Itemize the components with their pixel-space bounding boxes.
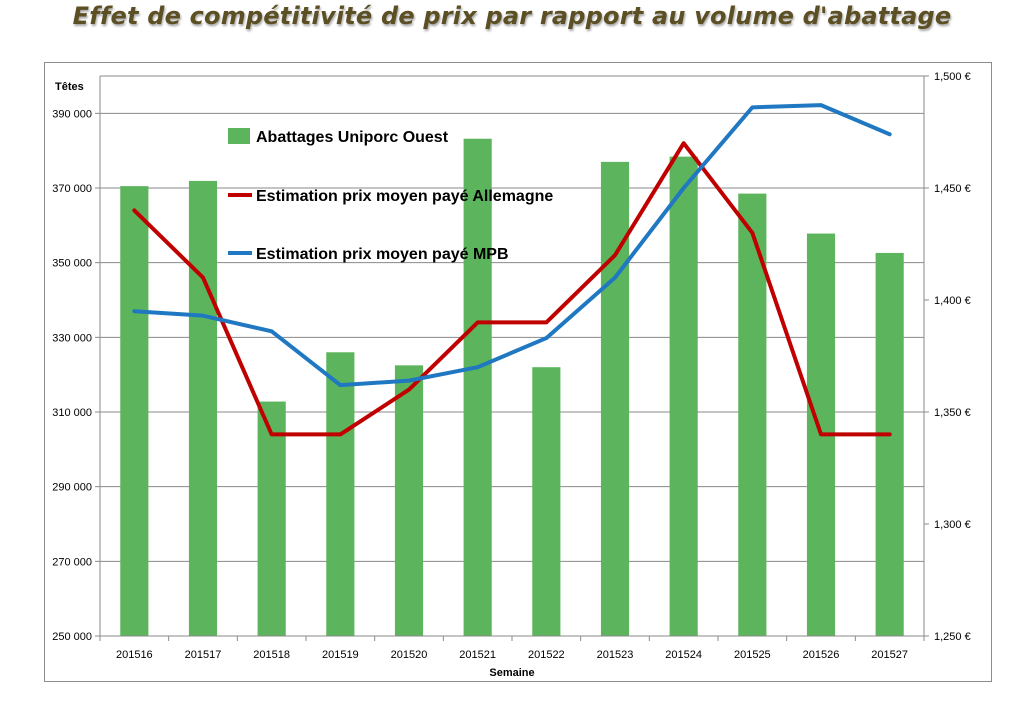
y-left-tick-label: 310 000 [52,407,92,419]
y-left-tick-label: 370 000 [52,183,92,195]
bar [532,367,561,636]
line-point [544,336,548,340]
bar [875,252,904,636]
bar [326,352,355,636]
x-tick-label: 201519 [322,649,359,661]
line-point [750,231,754,235]
line-point [544,320,548,324]
x-tick-label: 201518 [253,649,290,661]
bar [257,401,286,636]
line-point [613,253,617,257]
y-left-tick-label: 270 000 [52,556,92,568]
line-point [682,141,686,145]
legend-label: Estimation prix moyen payé MPB [256,246,509,263]
page-title: Effet de compétitivité de prix par rappo… [72,2,952,30]
legend-label: Abattages Uniporc Ouest [256,129,449,146]
x-tick-label: 201517 [185,649,222,661]
chart-area [44,62,992,682]
x-tick-label: 201516 [116,649,153,661]
legend-swatch-bar [228,128,250,144]
bar [669,156,698,636]
y-right-tick-label: 1,450 € [934,183,971,195]
legend: Abattages Uniporc Ouest Estimation prix m… [228,128,553,263]
line-point [132,208,136,212]
gridlines [100,75,924,637]
line-point [201,276,205,280]
line-point [407,388,411,392]
line-point [132,309,136,313]
bar [394,365,424,636]
x-tick-label: 201525 [734,649,771,661]
legend-label: Estimation prix moyen payé Allemagne [256,188,553,205]
line-point [476,365,480,369]
y-right-tick-label: 1,250 € [934,631,971,643]
y-right-tick-label: 1,400 € [934,295,971,307]
bar [600,161,630,636]
line-point [750,105,754,109]
x-tick-label: 201521 [459,649,496,661]
y-right-tick-label: 1,300 € [934,519,971,531]
line-point [338,432,342,436]
line-point [338,383,342,387]
line-point [682,186,686,190]
y-left-tick-label: 390 000 [52,108,92,120]
x-tick-label: 201520 [391,649,428,661]
x-tick-label: 201522 [528,649,565,661]
line-point [270,432,274,436]
line-series-allemagne [132,141,892,437]
bar [120,186,149,636]
line-point [888,132,892,136]
line-point [613,276,617,280]
bar [188,180,218,636]
x-tick-label: 201526 [803,649,840,661]
x-axis-title: Semaine [489,667,534,679]
line-point [407,379,411,383]
y-right-tick-label: 1,350 € [934,407,971,419]
y-left-tick-label: 350 000 [52,258,92,270]
y-left-tick-label: 250 000 [52,631,92,643]
y-left-tick-label: 330 000 [52,332,92,344]
line-series [132,103,892,437]
axis-labels: 250 000 270 000 290 000 310 000 330 000 350 0… [52,71,970,679]
line-point [819,432,823,436]
x-tick-label: 201527 [871,649,908,661]
line-point [888,432,892,436]
y-axis-title: Têtes [55,81,84,93]
axes [95,75,929,641]
y-left-tick-label: 290 000 [52,482,92,494]
line-point [819,103,823,107]
line-series-mpb [132,103,892,388]
x-tick-label: 201523 [597,649,634,661]
line-point [476,320,480,324]
bar [463,138,492,636]
line-point [270,329,274,333]
line-point [201,314,205,318]
x-tick-label: 201524 [665,649,702,661]
y-right-tick-label: 1,500 € [934,71,971,83]
bar [738,193,767,636]
